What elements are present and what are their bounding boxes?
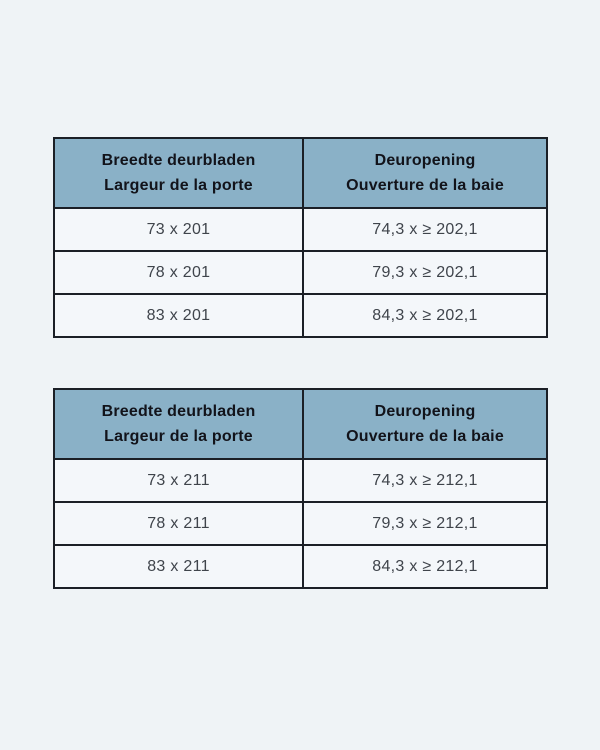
header-line-fr: Ouverture de la baie bbox=[346, 177, 504, 194]
door-width-cell: 73 x 211 bbox=[53, 458, 304, 503]
header-line-fr: Ouverture de la baie bbox=[346, 428, 504, 445]
header-line-nl: Deuropening bbox=[374, 403, 476, 420]
header-cell-door-width: Breedte deurbladen Largeur de la porte bbox=[53, 388, 304, 460]
header-cell-door-width: Breedte deurbladen Largeur de la porte bbox=[53, 137, 304, 209]
table-row: 78 x 211 79,3 x ≥ 212,1 bbox=[53, 501, 548, 546]
opening-size-cell: 84,3 x ≥ 212,1 bbox=[302, 544, 548, 589]
door-width-cell: 78 x 201 bbox=[53, 250, 304, 295]
table-row: 83 x 211 84,3 x ≥ 212,1 bbox=[53, 544, 548, 589]
table-row: 78 x 201 79,3 x ≥ 202,1 bbox=[53, 250, 548, 295]
table-header-row: Breedte deurbladen Largeur de la porte D… bbox=[53, 388, 548, 460]
header-line-fr: Largeur de la porte bbox=[104, 177, 253, 194]
header-line-nl: Breedte deurbladen bbox=[101, 152, 256, 169]
header-line-nl: Deuropening bbox=[374, 152, 476, 169]
table-row: 73 x 211 74,3 x ≥ 212,1 bbox=[53, 458, 548, 503]
header-line-fr: Largeur de la porte bbox=[104, 428, 253, 445]
door-width-cell: 78 x 211 bbox=[53, 501, 304, 546]
door-width-cell: 83 x 201 bbox=[53, 293, 304, 338]
header-cell-opening: Deuropening Ouverture de la baie bbox=[302, 137, 548, 209]
opening-size-cell: 79,3 x ≥ 202,1 bbox=[302, 250, 548, 295]
table-header-row: Breedte deurbladen Largeur de la porte D… bbox=[53, 137, 548, 209]
table-row: 73 x 201 74,3 x ≥ 202,1 bbox=[53, 207, 548, 252]
door-size-table-211: Breedte deurbladen Largeur de la porte D… bbox=[53, 388, 548, 589]
opening-size-cell: 79,3 x ≥ 212,1 bbox=[302, 501, 548, 546]
header-cell-opening: Deuropening Ouverture de la baie bbox=[302, 388, 548, 460]
opening-size-cell: 74,3 x ≥ 202,1 bbox=[302, 207, 548, 252]
opening-size-cell: 74,3 x ≥ 212,1 bbox=[302, 458, 548, 503]
door-width-cell: 73 x 201 bbox=[53, 207, 304, 252]
door-width-cell: 83 x 211 bbox=[53, 544, 304, 589]
table-row: 83 x 201 84,3 x ≥ 202,1 bbox=[53, 293, 548, 338]
page-content: Breedte deurbladen Largeur de la porte D… bbox=[53, 137, 548, 589]
header-line-nl: Breedte deurbladen bbox=[101, 403, 256, 420]
opening-size-cell: 84,3 x ≥ 202,1 bbox=[302, 293, 548, 338]
door-size-table-201: Breedte deurbladen Largeur de la porte D… bbox=[53, 137, 548, 338]
